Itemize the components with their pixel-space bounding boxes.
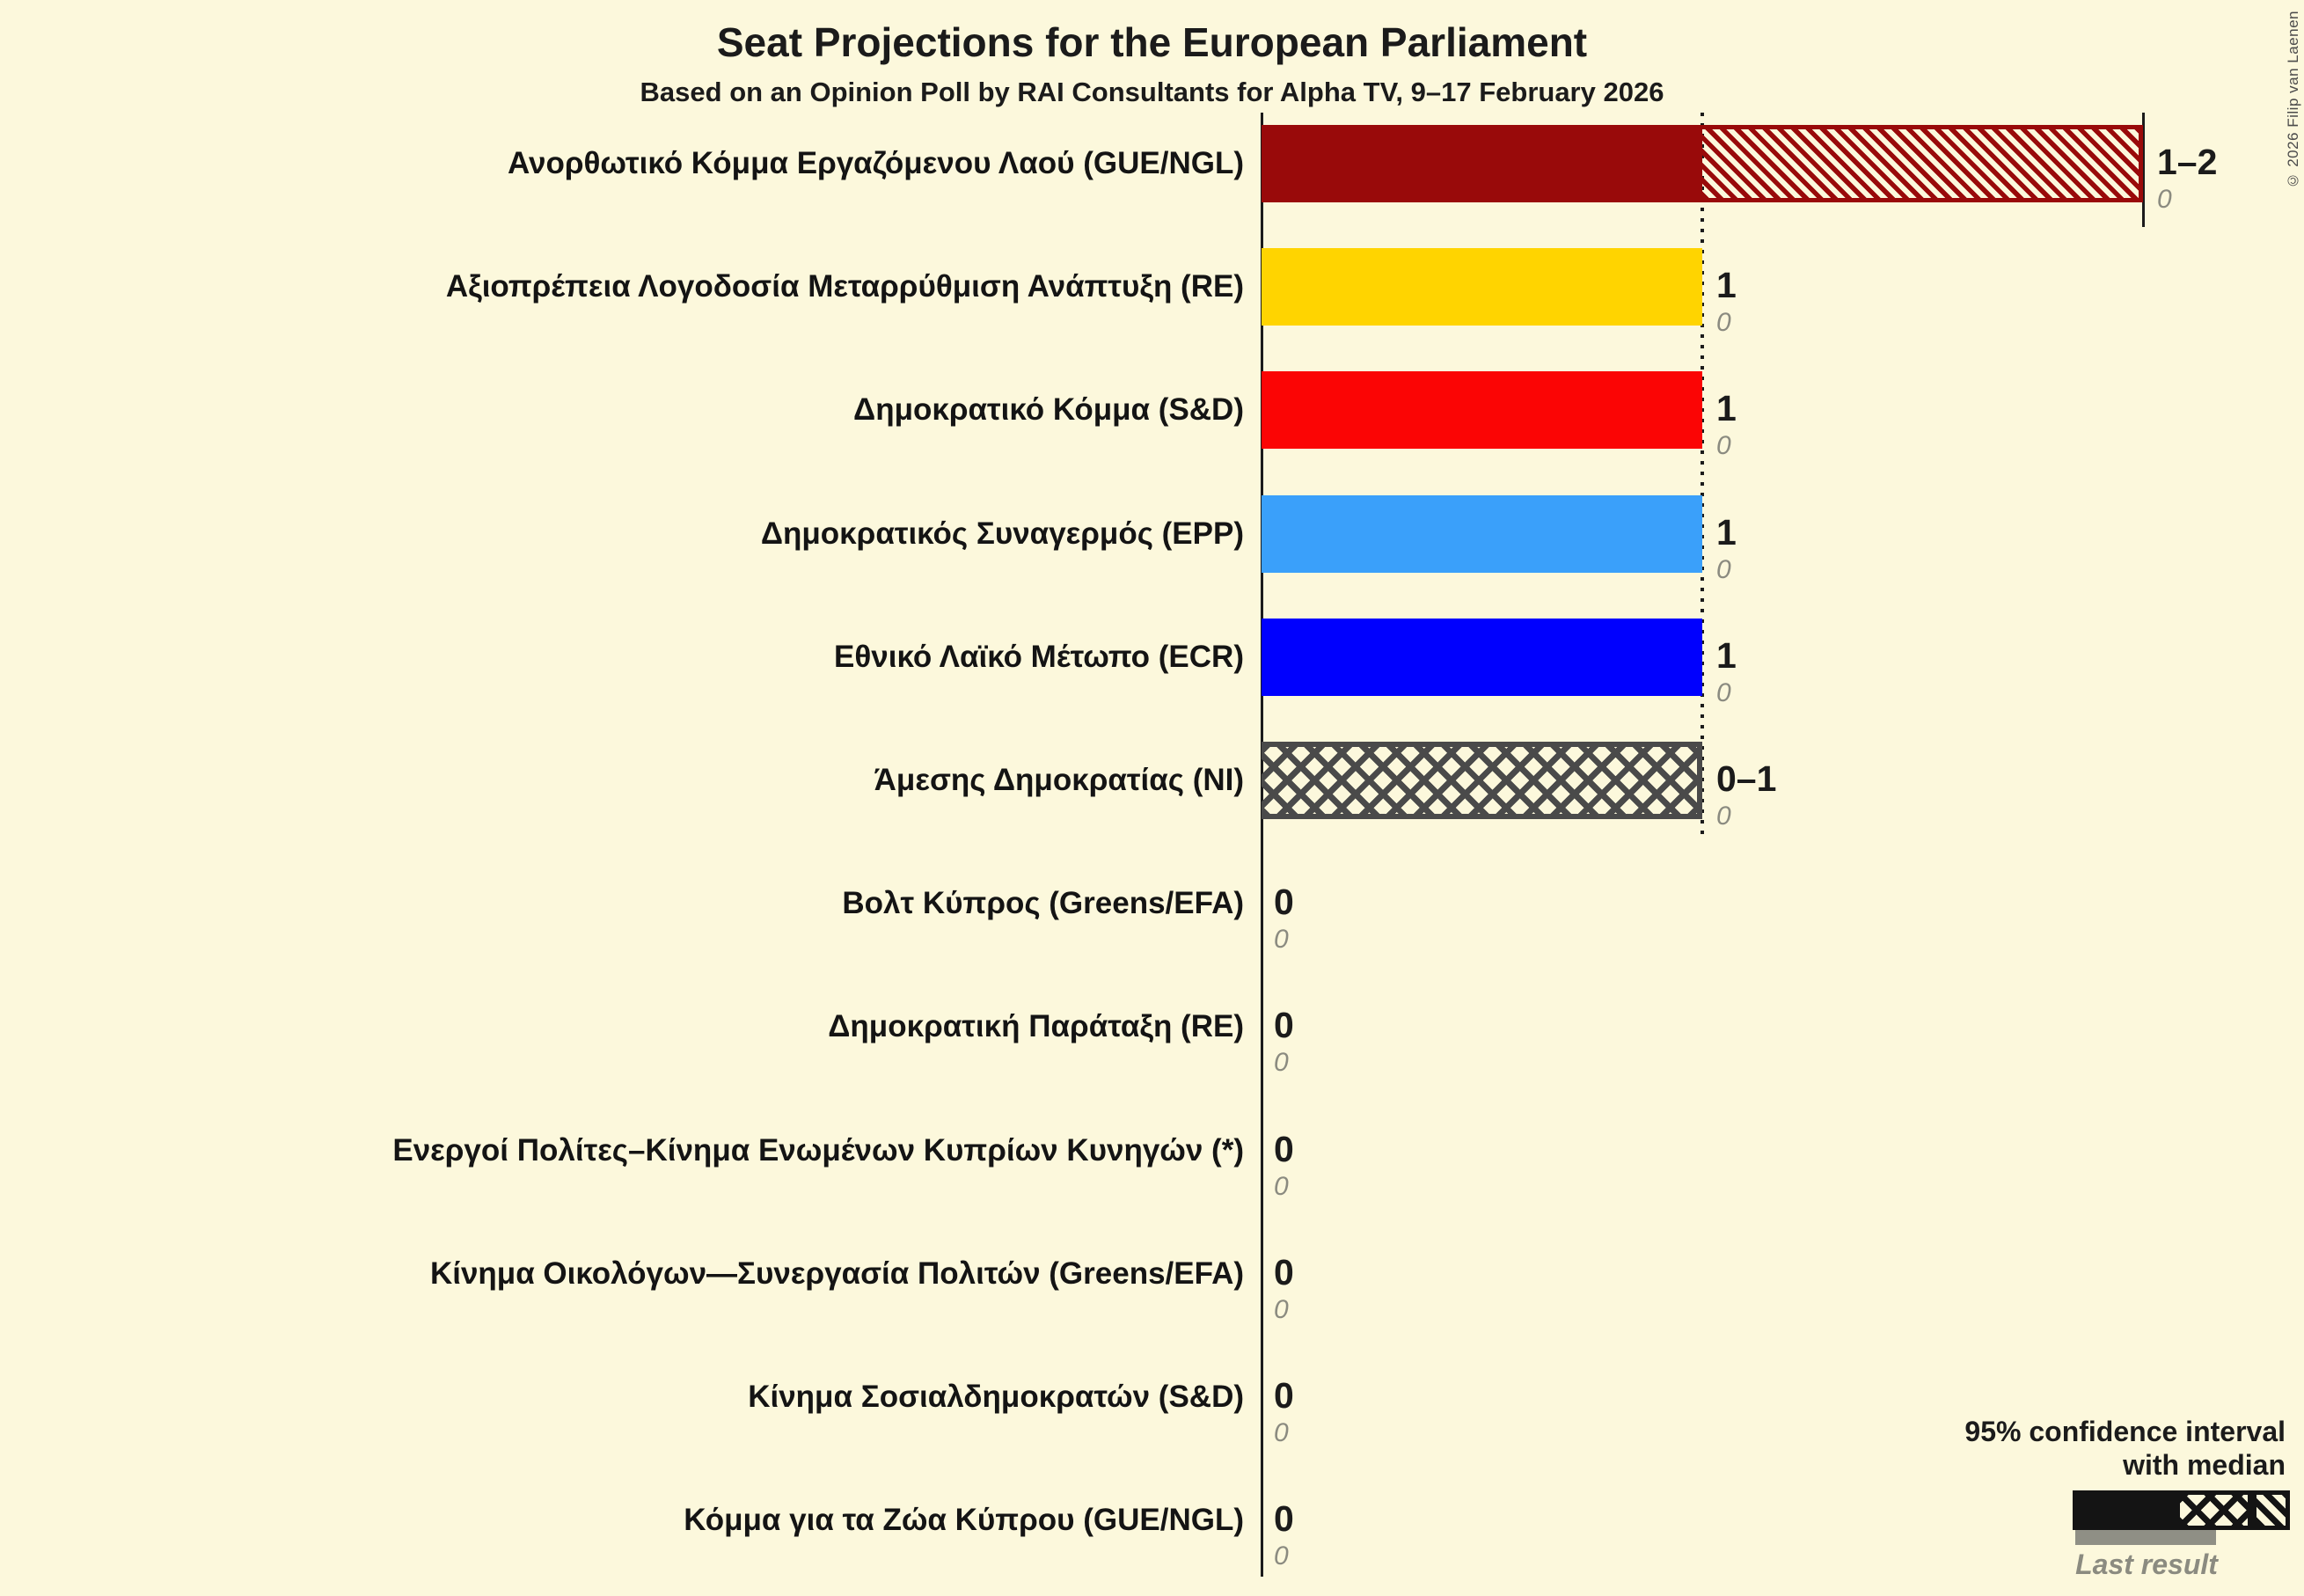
last-result-value: 0 — [1274, 1418, 1289, 1447]
seat-bar — [1262, 619, 1702, 696]
last-result-value: 0 — [1716, 555, 1731, 584]
value-block: 0 0 — [1274, 1006, 1294, 1078]
party-label: Κόμμα για τα Ζώα Κύπρου (GUE/NGL) — [684, 1503, 1244, 1537]
bar-segment-solid — [1262, 125, 1702, 202]
party-label: Αξιοπρέπεια Λογοδοσία Μεταρρύθμιση Ανάπτ… — [445, 269, 1244, 304]
legend-crosshatch-segment — [2180, 1490, 2252, 1530]
ci-value: 0 — [1274, 882, 1294, 922]
legend-last-result-bar — [2075, 1530, 2216, 1545]
last-result-value: 0 — [1274, 1172, 1289, 1201]
ci-value: 1 — [1716, 635, 1737, 676]
party-label: Ενεργοί Πολίτες–Κίνημα Ενωμένων Κυπρίων … — [392, 1133, 1244, 1168]
ci-value: 0 — [1274, 1005, 1294, 1045]
bar-segment-hatched — [1702, 125, 2143, 202]
legend-ci-label: 95% confidence interval with median — [1758, 1415, 2286, 1482]
last-result-value: 0 — [1274, 925, 1289, 954]
value-block: 1 0 — [1716, 266, 1737, 338]
party-label: Ανορθωτικό Κόμμα Εργαζόμενου Λαού (GUE/N… — [508, 146, 1244, 180]
value-block: 0 0 — [1274, 1130, 1294, 1202]
bar-segment-solid — [1262, 371, 1702, 449]
value-block: 1 0 — [1716, 513, 1737, 585]
ci-value: 1 — [1716, 512, 1737, 553]
ci-value: 1–2 — [2157, 142, 2218, 182]
ci-value: 0 — [1274, 1375, 1294, 1416]
last-result-value: 0 — [1716, 308, 1731, 337]
ci-value: 0–1 — [1716, 758, 1777, 799]
legend-sample-bar — [2073, 1490, 2290, 1530]
seat-bar — [1262, 371, 1702, 449]
chart-subtitle: Based on an Opinion Poll by RAI Consulta… — [640, 77, 1664, 107]
seat-bar — [1262, 495, 1702, 573]
last-result-value: 0 — [1274, 1295, 1289, 1324]
party-label: Βολτ Κύπρος (Greens/EFA) — [842, 886, 1244, 920]
ci-value: 0 — [1274, 1129, 1294, 1169]
party-label: Δημοκρατικός Συναγερμός (EPP) — [760, 516, 1244, 551]
bar-segment-solid — [1262, 248, 1702, 326]
ci-value: 0 — [1274, 1498, 1294, 1539]
legend-ci-line1: 95% confidence interval — [1964, 1416, 2286, 1447]
bar-segment-solid — [1262, 495, 1702, 573]
party-label: Άμεσης Δημοκρατίας (NI) — [874, 763, 1244, 797]
seat-bar — [1262, 742, 1702, 819]
value-block: 0–1 0 — [1716, 759, 1776, 831]
party-label: Κίνημα Οικολόγων—Συνεργασία Πολιτών (Gre… — [429, 1256, 1244, 1291]
value-block: 1–2 0 — [2157, 143, 2217, 215]
seat-bar — [1262, 125, 2143, 202]
legend-solid-segment — [2073, 1490, 2180, 1530]
bar-segment-solid — [1262, 619, 1702, 696]
value-block: 1 0 — [1716, 389, 1737, 461]
last-result-value: 0 — [2157, 185, 2172, 214]
copyright-notice: © 2026 Filip van Laenen — [2285, 11, 2301, 189]
value-block: 0 0 — [1274, 882, 1294, 955]
value-block: 0 0 — [1274, 1499, 1294, 1571]
legend-hatched-segment — [2252, 1490, 2290, 1530]
value-block: 1 0 — [1716, 636, 1737, 708]
seat-bar — [1262, 248, 1702, 326]
last-result-value: 0 — [1716, 678, 1731, 707]
party-label: Δημοκρατική Παράταξη (RE) — [828, 1009, 1244, 1043]
party-label: Κίνημα Σοσιαλδημοκρατών (S&D) — [748, 1380, 1244, 1414]
last-result-value: 0 — [1716, 431, 1731, 460]
ci-value: 0 — [1274, 1252, 1294, 1292]
value-block: 0 0 — [1274, 1376, 1294, 1448]
tick-two-seats — [2142, 113, 2145, 227]
chart-title: Seat Projections for the European Parlia… — [716, 19, 1588, 65]
party-label: Δημοκρατικό Κόμμα (S&D) — [853, 392, 1244, 427]
last-result-value: 0 — [1274, 1541, 1289, 1570]
party-label: Εθνικό Λαϊκό Μέτωπο (ECR) — [834, 640, 1244, 674]
y-axis-baseline — [1261, 113, 1263, 1577]
ci-value: 1 — [1716, 388, 1737, 428]
gridline-one-seat — [1701, 113, 1704, 838]
ci-value: 1 — [1716, 265, 1737, 305]
bar-segment-crosshatch — [1262, 742, 1702, 819]
last-result-value: 0 — [1716, 802, 1731, 831]
value-block: 0 0 — [1274, 1253, 1294, 1325]
legend-last-result-label: Last result — [2075, 1548, 2218, 1580]
legend-ci-line2: with median — [2123, 1449, 2286, 1481]
last-result-value: 0 — [1274, 1048, 1289, 1077]
